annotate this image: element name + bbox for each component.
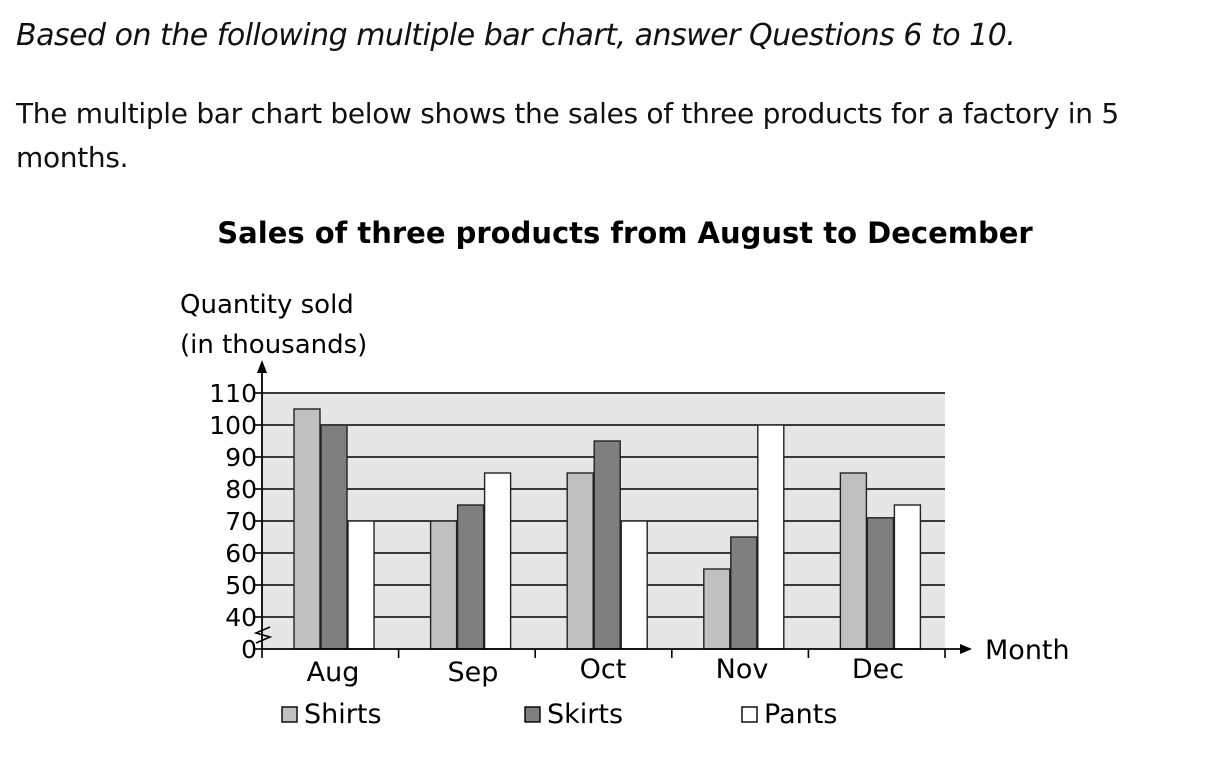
legend-label-skirts: Skirts <box>547 699 623 730</box>
bar-shirts-dec <box>839 472 868 650</box>
legend-swatch-skirts <box>524 706 541 723</box>
chart-title: Sales of three products from August to D… <box>217 216 1033 250</box>
bar-skirts-oct <box>593 440 621 650</box>
bar-shirts-sep <box>429 520 458 650</box>
x-tick-label: Oct <box>580 654 627 685</box>
y-tick-label: 0 <box>241 635 257 664</box>
y-tick-label: 110 <box>209 379 257 408</box>
y-axis-arrowhead <box>257 360 267 373</box>
bar-skirts-sep <box>456 504 485 650</box>
legend-label-shirts: Shirts <box>304 699 382 730</box>
y-axis-label-line-1: Quantity sold <box>180 290 354 320</box>
y-tick-label: 70 <box>225 507 257 536</box>
y-tick-label: 80 <box>225 475 257 504</box>
legend-label-pants: Pants <box>764 699 837 730</box>
bar-pants-aug <box>347 520 375 650</box>
legend-swatch-pants <box>741 706 758 723</box>
bar-skirts-aug <box>320 424 348 650</box>
instruction-text: Based on the following multiple bar char… <box>16 18 1016 53</box>
bar-pants-dec <box>893 504 922 650</box>
y-tick-label: 90 <box>225 443 257 472</box>
x-axis-label: Month <box>985 635 1070 666</box>
bar-pants-nov <box>757 424 785 650</box>
bar-pants-sep <box>483 472 512 650</box>
bar-skirts-nov <box>730 536 758 650</box>
axis-break-mark <box>253 626 273 644</box>
y-tick-label: 50 <box>225 571 257 600</box>
bar-shirts-aug <box>293 408 321 650</box>
x-tick-label: Nov <box>716 654 769 685</box>
bar-pants-oct <box>620 520 648 650</box>
x-axis-arrowhead <box>960 644 972 654</box>
intro-text: The multiple bar chart below shows the s… <box>16 97 1119 174</box>
x-tick-label: Dec <box>852 654 904 685</box>
bar-shirts-nov <box>703 568 731 650</box>
legend-swatch-shirts <box>281 706 298 723</box>
y-tick-label: 100 <box>209 411 257 440</box>
y-tick-label: 40 <box>225 603 257 632</box>
x-tick-label: Aug <box>307 657 360 688</box>
bar-shirts-oct <box>566 472 594 650</box>
bar-skirts-dec <box>866 517 895 650</box>
y-tick-label: 60 <box>225 539 257 568</box>
x-tick-label: Sep <box>448 657 499 688</box>
y-axis-label-line-2: (in thousands) <box>180 330 367 360</box>
